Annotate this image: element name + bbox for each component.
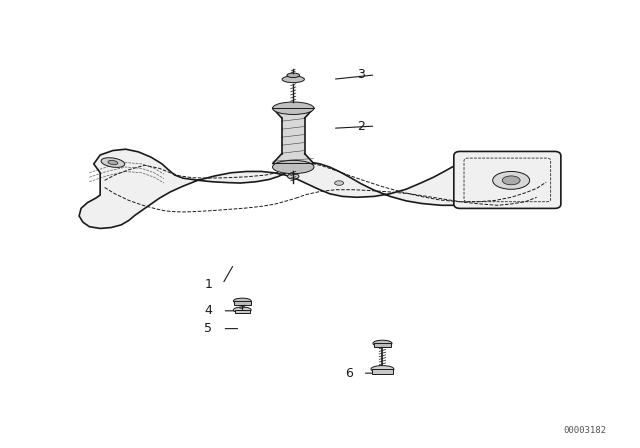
Ellipse shape xyxy=(101,158,125,168)
Ellipse shape xyxy=(371,366,394,373)
Ellipse shape xyxy=(273,102,314,115)
Polygon shape xyxy=(79,149,554,228)
Ellipse shape xyxy=(108,160,118,165)
Text: 6: 6 xyxy=(345,366,353,379)
Text: 3: 3 xyxy=(358,69,365,82)
Text: 2: 2 xyxy=(358,120,365,133)
Ellipse shape xyxy=(287,73,300,78)
Ellipse shape xyxy=(234,307,251,313)
Ellipse shape xyxy=(287,174,299,179)
Ellipse shape xyxy=(273,160,314,174)
Ellipse shape xyxy=(502,176,520,185)
Ellipse shape xyxy=(373,340,392,346)
Ellipse shape xyxy=(282,76,305,82)
Text: 5: 5 xyxy=(205,322,212,335)
FancyBboxPatch shape xyxy=(454,151,561,208)
Polygon shape xyxy=(273,108,314,164)
Bar xyxy=(372,369,393,374)
Bar xyxy=(234,301,250,305)
Text: 4: 4 xyxy=(205,304,212,317)
Bar xyxy=(235,310,250,314)
Ellipse shape xyxy=(493,172,530,189)
Ellipse shape xyxy=(234,298,251,304)
Ellipse shape xyxy=(335,181,344,185)
Text: 00003182: 00003182 xyxy=(564,426,607,435)
Bar xyxy=(374,343,391,347)
Text: 1: 1 xyxy=(205,278,212,291)
